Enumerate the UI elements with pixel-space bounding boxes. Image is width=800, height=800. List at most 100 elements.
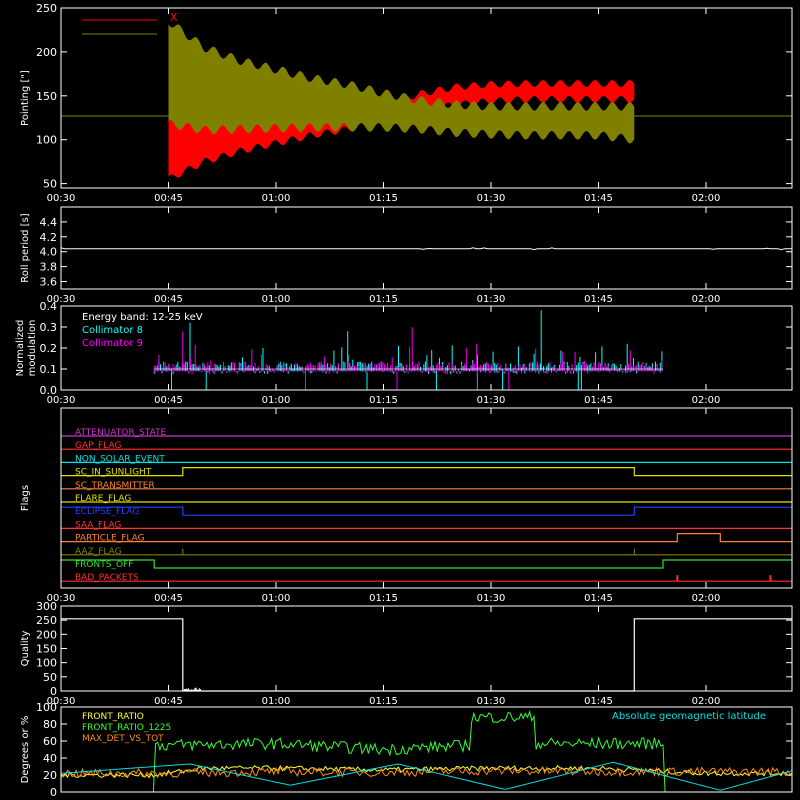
x-tick-label: 01:00 [262,593,291,604]
y-tick-label: 50 [43,671,57,684]
x-tick-label: 01:00 [262,193,291,204]
series-bars-collimator-9 [153,327,663,390]
x-tick-label: 01:45 [584,193,613,204]
flag-label: ECLIPSE_FLAG [75,507,139,517]
x-tick-label: 02:00 [692,193,721,204]
y-tick-label: 60 [43,735,57,748]
x-tick-label: 00:30 [47,294,76,305]
flag-line [61,532,792,543]
flag-label: PARTICLE_FLAG [75,534,145,544]
x-tick-label: 01:15 [369,593,398,604]
y-axis-label: Quality [20,631,31,667]
flag-line [61,559,792,569]
y-tick-label: 100 [36,134,57,147]
y-tick-label: 4.2 [40,231,58,244]
y-tick-label: 100 [36,657,57,670]
x-tick-label: 01:45 [584,593,613,604]
series-line-max-det-vs-tot [60,765,793,779]
x-tick-label: 01:45 [584,395,613,406]
flag-label: FRONTS_OFF [75,560,133,570]
y-tick-label: 0.1 [40,363,58,376]
x-tick-label: 01:30 [477,294,506,305]
legend-label: FRONT_RATIO [82,712,144,722]
y-tick-label: 150 [36,90,57,103]
y-axis-label: Pointing ["] [20,70,31,126]
x-tick-label: 02:00 [692,294,721,305]
y-tick-label: 150 [36,643,57,656]
x-tick-label: 01:00 [262,294,291,305]
x-tick-label: 01:00 [262,395,291,406]
y-tick-label: 80 [43,718,57,731]
series-line-absolute-geomagnetic-latitude [60,761,793,791]
flag-label: AAZ_FLAG [75,547,122,557]
y-tick-label: 3.8 [40,261,58,274]
x-tick-label: 01:30 [477,593,506,604]
x-tick-label: 01:45 [584,696,613,707]
x-tick-label: 00:45 [154,395,183,406]
y-tick-label: 0 [50,685,57,698]
y-tick-label: 40 [43,752,57,765]
flag-line [61,506,792,516]
flag-label: NON_SOLAR_EVENT [75,454,165,464]
y-tick-label: 0.4 [40,300,58,313]
panel-frame-4 [60,605,793,692]
flag-label: SAA_FLAG [75,520,121,530]
x-tick-label: 01:15 [369,696,398,707]
y-axis-label: Normalized modulation [15,320,38,377]
x-tick-label: 00:45 [154,294,183,305]
flag-line [61,467,792,477]
series-line-quality [61,618,792,692]
legend-label: Collimator 8 [82,325,143,336]
x-tick-label: 01:15 [369,294,398,305]
x-tick-label: 00:45 [154,193,183,204]
legend-label: MAX_DET_VS_TOT [82,734,164,744]
panel-frame-2 [60,305,793,391]
x-tick-label: 01:30 [477,395,506,406]
panel-frame-0 [60,7,793,189]
series-band-y [168,24,635,144]
series-bars-collimator-8 [153,310,663,390]
legend-label: Y [169,25,177,38]
x-tick-label: 00:45 [154,593,183,604]
panel-frame-3 [60,407,793,589]
y-tick-label: 0 [50,786,57,799]
y-tick-label: 4.0 [40,246,58,259]
flag-label: BAD_PACKETS [75,573,139,583]
flag-label: ATTENUATOR_STATE [75,428,167,438]
x-tick-label: 00:30 [47,593,76,604]
annotation-geomagnetic-latitude: Absolute geomagnetic latitude [612,711,766,722]
panel-frame-1 [60,206,793,290]
series-line-roll-period [60,247,792,251]
x-tick-label: 01:15 [369,193,398,204]
y-axis-label: Flags [20,485,31,511]
y-tick-label: 4.4 [40,216,58,229]
x-tick-label: 01:45 [584,294,613,305]
y-tick-label: 300 [36,600,57,613]
y-tick-label: 200 [36,46,57,59]
flag-label: FLARE_FLAG [75,494,131,504]
y-axis-label-line: Normalized [15,320,26,377]
x-tick-label: 01:30 [477,193,506,204]
legend-label: FRONT_RATIO_1225 [82,723,171,733]
legend-label: Collimator 9 [82,338,143,349]
y-axis-label: Roll period [s] [20,213,31,282]
y-axis-label-line: modulation [27,320,38,377]
x-tick-label: 02:00 [692,696,721,707]
annotation-energy-band: Energy band: 12-25 keV [82,312,203,323]
y-tick-label: 50 [43,178,57,191]
y-tick-label: 100 [36,701,57,714]
y-tick-label: 200 [36,628,57,641]
y-tick-label: 0.0 [40,384,58,397]
x-tick-label: 00:30 [47,696,76,707]
flag-label: GAP_FLAG [75,441,121,451]
y-tick-label: 0.2 [40,342,58,355]
legend-label: X [170,11,178,24]
flag-label: SC_IN_SUNLIGHT [75,468,152,478]
y-tick-label: 250 [36,614,57,627]
y-tick-label: 250 [36,2,57,15]
y-tick-label: 20 [43,769,57,782]
y-tick-label: 0.3 [40,321,58,334]
x-tick-label: 02:00 [692,395,721,406]
